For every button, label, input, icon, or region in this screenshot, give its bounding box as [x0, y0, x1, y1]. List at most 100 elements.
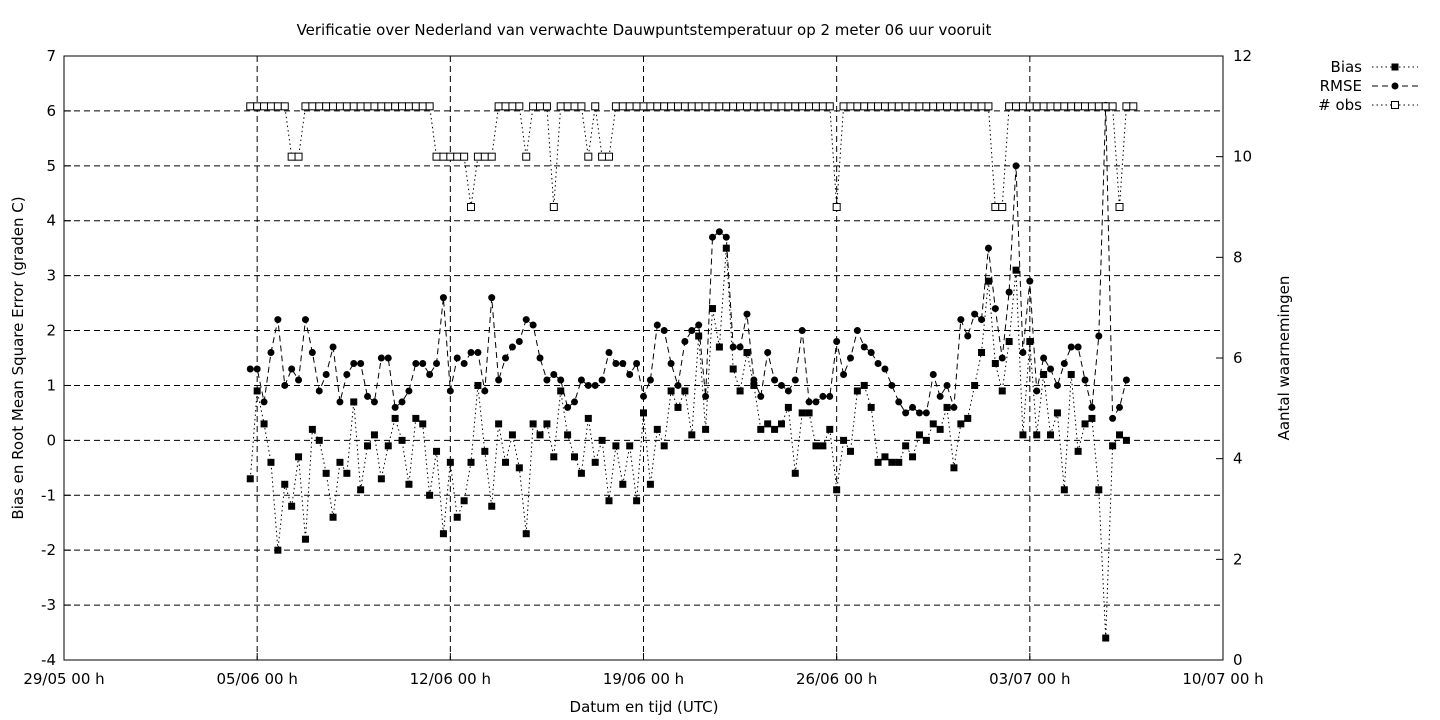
series-point: [473, 152, 482, 161]
series-point: [826, 425, 834, 433]
series-point: [584, 414, 592, 422]
series-point: [460, 152, 469, 161]
series-point: [929, 420, 937, 428]
series-point: [777, 102, 786, 111]
series-point: [1053, 102, 1062, 111]
series-point: [384, 102, 393, 111]
y-tick-label: -2: [41, 541, 56, 559]
grid-lines: [64, 56, 1223, 660]
series-point: [446, 152, 455, 161]
series-point: [542, 102, 551, 111]
series-point: [964, 414, 972, 422]
series-point: [749, 102, 758, 111]
series-point: [702, 392, 710, 400]
series-point: [639, 102, 648, 111]
series-group: [246, 101, 1130, 422]
x-axis-label: Datum en tijd (UTC): [570, 698, 719, 716]
y-tick-label: 4: [46, 212, 56, 230]
series-point: [1095, 486, 1103, 494]
series-point: [350, 398, 358, 406]
series-point: [908, 102, 917, 111]
series-point: [763, 102, 772, 111]
series-point: [260, 102, 269, 111]
series-point: [860, 102, 869, 111]
series-point: [633, 497, 641, 505]
series-point: [411, 102, 420, 111]
series-point: [1074, 343, 1082, 351]
series-point: [557, 387, 565, 395]
series-point: [253, 102, 262, 111]
series-point: [756, 102, 765, 111]
series-point: [522, 316, 530, 324]
series-point: [881, 453, 889, 461]
series-point: [660, 327, 668, 335]
series-point: [674, 403, 682, 411]
series-point: [922, 102, 931, 111]
series-point: [867, 403, 875, 411]
series-point: [667, 102, 676, 111]
series-point: [1087, 102, 1096, 111]
series-point: [632, 102, 641, 111]
series-point: [515, 338, 523, 346]
series-point: [771, 376, 779, 384]
series-point: [295, 376, 303, 384]
series-point: [549, 203, 558, 211]
series-line: [249, 248, 1127, 639]
series-point: [557, 376, 565, 384]
series-point: [1116, 403, 1124, 411]
series-point: [481, 387, 489, 395]
series-point: [777, 381, 785, 389]
series-point: [536, 431, 544, 439]
series-point: [949, 102, 958, 111]
series-point: [1005, 338, 1013, 346]
series-point: [577, 469, 585, 477]
series-point: [1018, 102, 1027, 111]
series-point: [253, 387, 261, 395]
series-point: [502, 458, 510, 466]
series-point: [529, 321, 537, 329]
series-point: [888, 458, 896, 466]
series-point: [888, 381, 896, 389]
series-point: [308, 349, 316, 357]
series-point: [398, 398, 406, 406]
series-point: [425, 102, 434, 111]
series-point: [784, 102, 793, 111]
series-point: [646, 480, 654, 488]
series-point: [1109, 442, 1117, 450]
series-point: [1047, 365, 1055, 373]
series-point: [722, 102, 731, 111]
series-point: [991, 203, 1000, 211]
y-tick-label: -1: [41, 486, 56, 504]
series-point: [364, 442, 372, 450]
series-point: [736, 387, 744, 395]
series-point: [805, 398, 813, 406]
series-point: [922, 409, 930, 417]
series-point: [384, 354, 392, 362]
series-point: [570, 102, 579, 111]
series-point: [680, 102, 689, 111]
series-point: [950, 464, 958, 472]
series-point: [439, 152, 448, 161]
series-point: [529, 420, 537, 428]
series-point: [1067, 102, 1076, 111]
series-point: [1047, 431, 1055, 439]
series-point: [708, 233, 716, 241]
series-point: [329, 102, 338, 111]
series-point: [798, 327, 806, 335]
series-point: [777, 420, 785, 428]
x-tick-label: 19/06 00 h: [603, 670, 684, 688]
series-point: [571, 398, 579, 406]
series-point: [805, 102, 814, 111]
series-point: [929, 102, 938, 111]
series-point: [653, 321, 661, 329]
series-point: [818, 102, 827, 111]
series-point: [853, 327, 861, 335]
series-point: [943, 102, 952, 111]
series-point: [633, 359, 641, 367]
x-tick-label: 05/06 00 h: [216, 670, 297, 688]
series-point: [970, 102, 979, 111]
series-point: [453, 513, 461, 521]
series-point: [874, 102, 883, 111]
series-point: [322, 102, 331, 111]
